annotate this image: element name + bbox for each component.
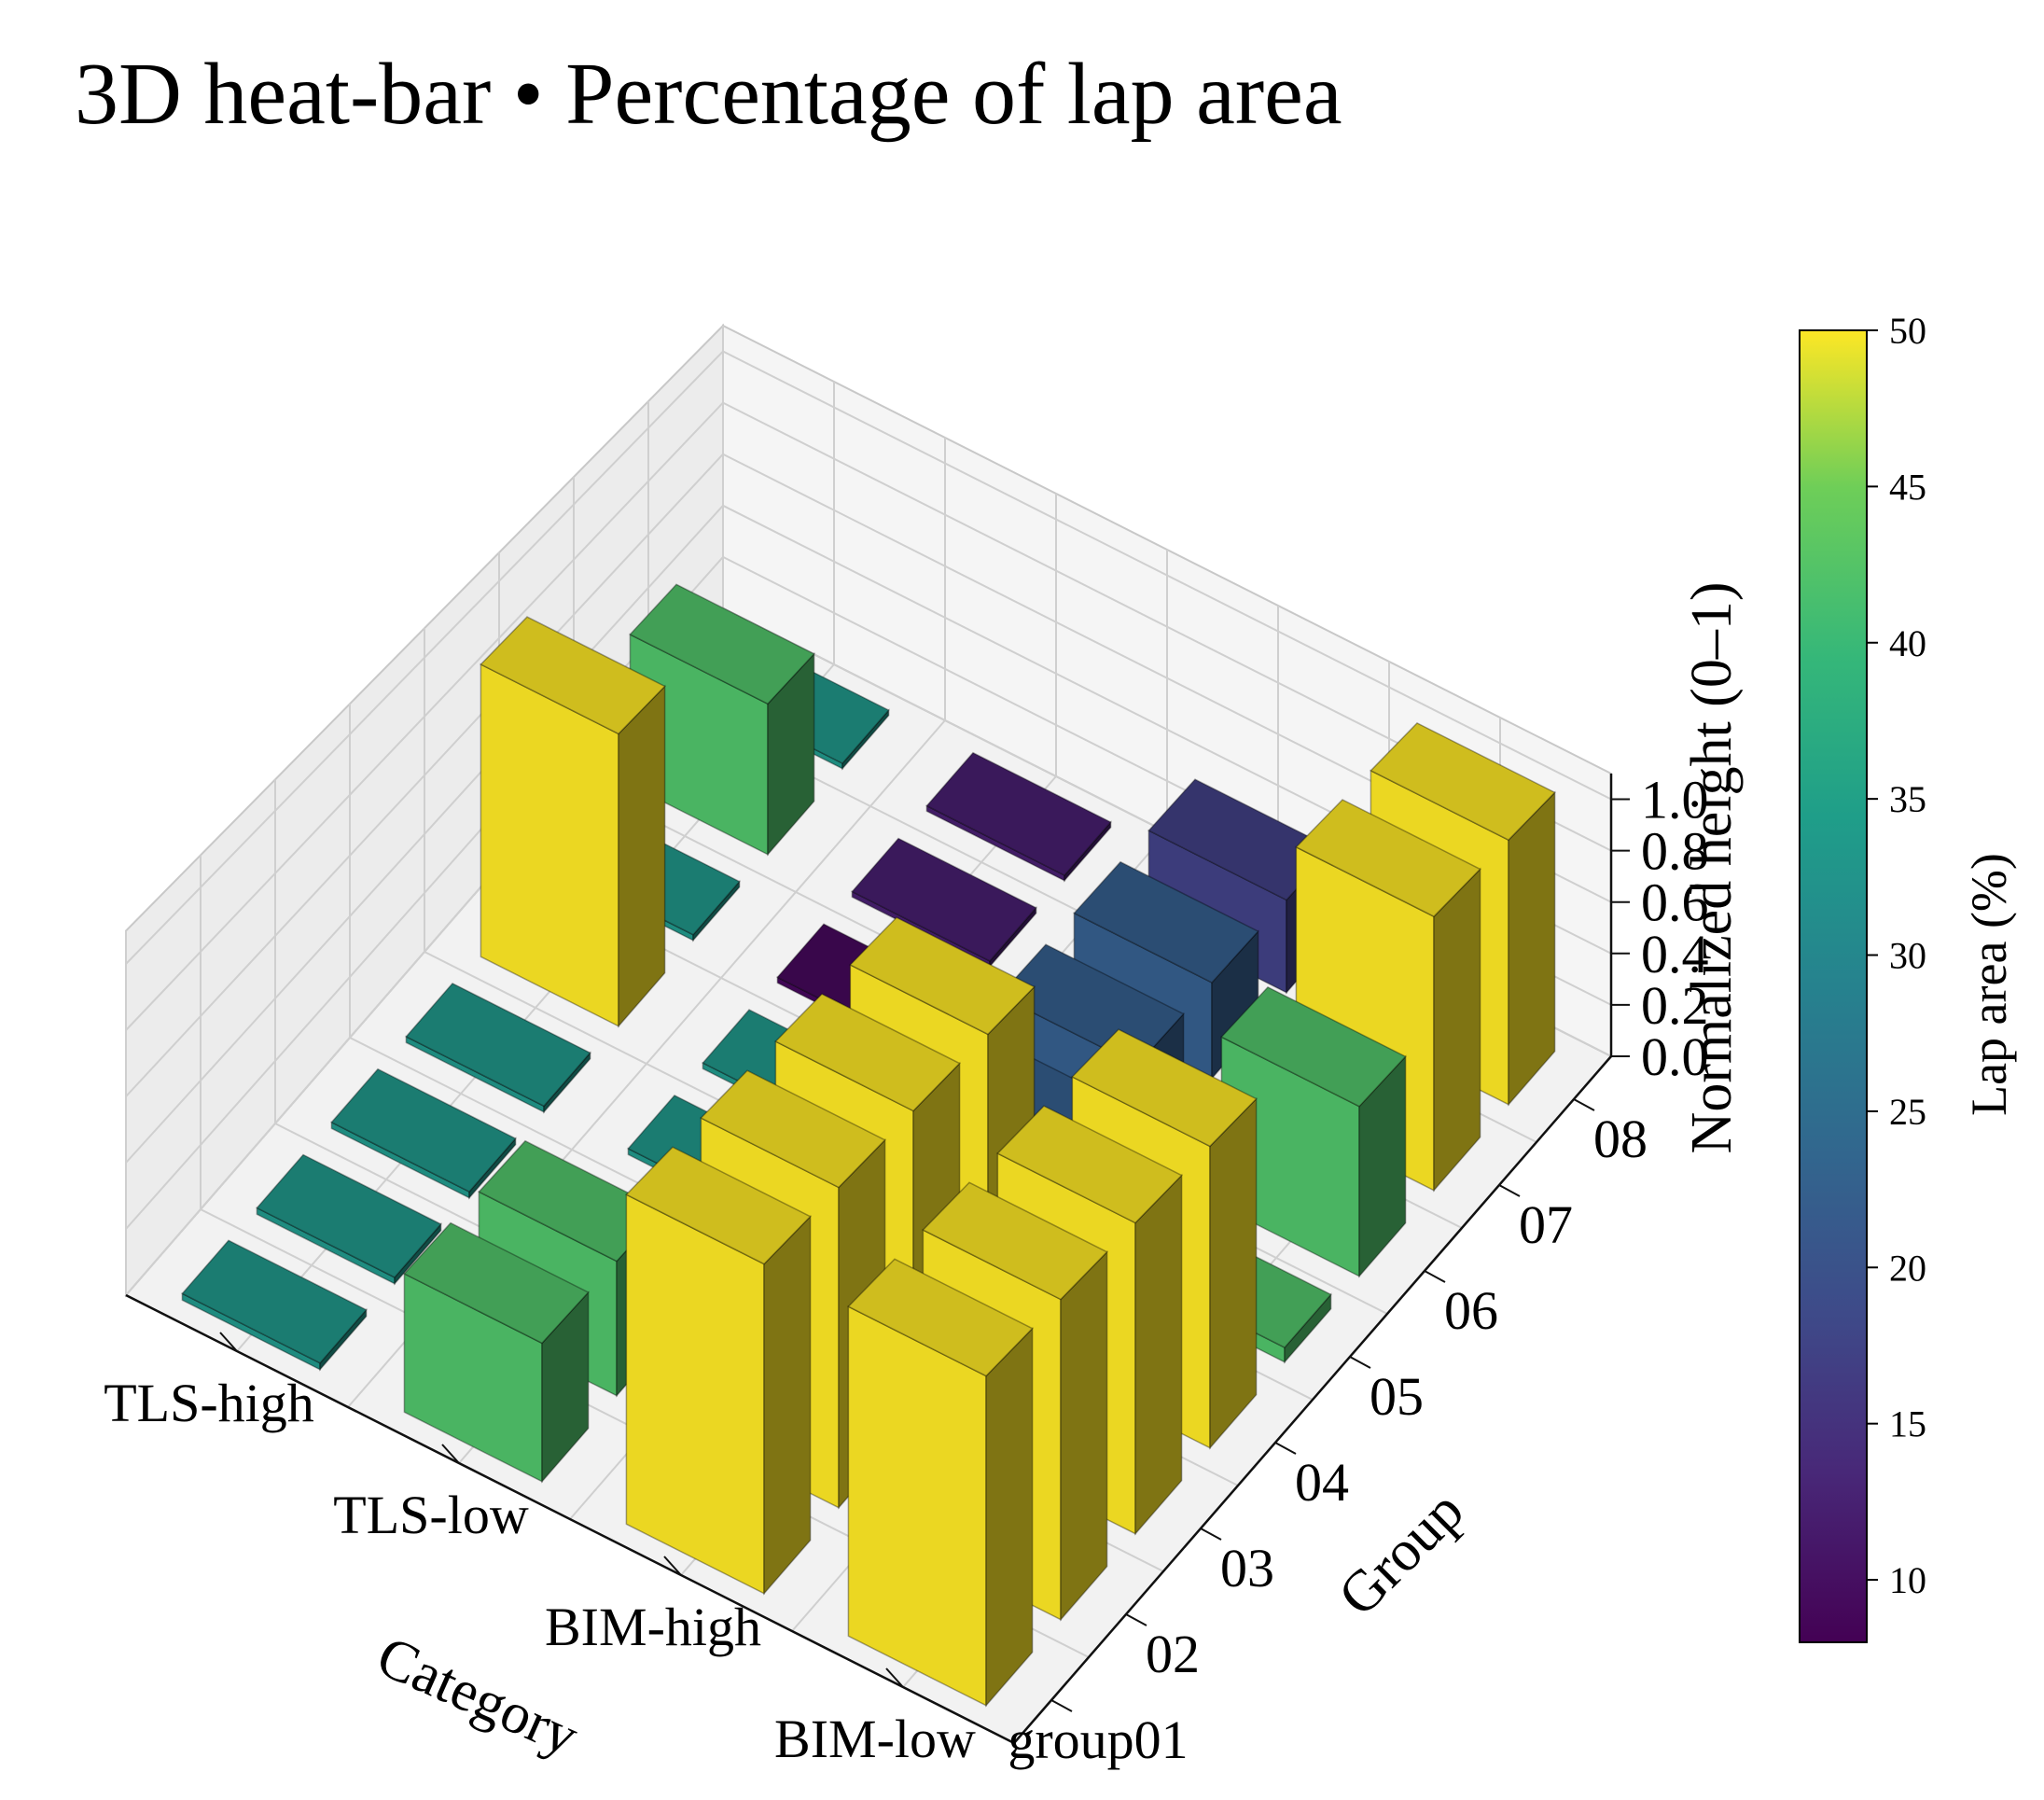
bar-top-face [700,1069,886,1189]
bar-side-face [985,1326,1034,1708]
bar-top-face [1295,799,1481,918]
bar-top-face [1370,721,1556,842]
y-tick-mark [1498,1184,1521,1197]
bar-top-face [849,916,1036,1036]
bar-TLS-high-04 [405,982,591,1114]
gridline [125,350,724,965]
gridline [125,401,724,1031]
bar-side-face [1433,867,1481,1193]
bar-BIM-low-group01 [847,1258,1034,1708]
chart-title: 3D heat-bar • Percentage of lap area [75,46,1342,143]
bar-side-face [618,684,666,1028]
z-tick-label: 0.4 [1641,924,1709,984]
bar-top-face [996,1105,1183,1224]
x-tick-label: TLS-high [104,1373,314,1433]
bar-top-face [925,751,1112,876]
colorbar: 10 15 20 25 30 35 40 45 50 Lap area (%) [1799,310,2017,1643]
y-tick-mark [1424,1270,1446,1283]
y-tick-mark [1573,1098,1595,1111]
bar-side-face [763,1214,812,1596]
bar-TLS-low-group01 [403,1221,590,1484]
colorbar-tick-label: 15 [1889,1403,1926,1445]
gridline [125,453,724,1097]
bars-3d [181,583,1556,1708]
bar-TLS-high-group01 [181,1239,368,1372]
bar-top-face [1073,860,1259,984]
y-tick-label: 05 [1370,1366,1424,1427]
bar-TLS-high-03 [330,1067,517,1200]
z-tick-label: 1.0 [1641,770,1709,830]
colorbar-tick-label: 35 [1889,778,1926,820]
bar-top-face [922,1181,1108,1301]
bar-side-face [1508,790,1556,1107]
z-tick-label: 0.0 [1641,1026,1709,1087]
y-tick-label: 02 [1146,1624,1200,1684]
colorbar-ticks: 10 15 20 25 30 35 40 45 50 [1867,310,1926,1601]
bar-top-face [625,1146,812,1265]
bar-top-face [330,1067,517,1193]
bar-front-face [625,1193,765,1595]
bar-top-face [847,1258,1034,1377]
y-tick-label: 06 [1444,1280,1498,1341]
x-tick-mark [663,1556,682,1576]
colorbar-tick-label: 25 [1889,1091,1926,1133]
y-tick-mark [1349,1356,1371,1369]
bar-TLS-high-05 [480,616,666,1028]
y-axis-line [1013,1055,1612,1744]
z-tick-label: 0.2 [1641,975,1709,1036]
y-tick-label: 04 [1295,1452,1349,1513]
z-tick-label: 0.8 [1641,821,1709,882]
y-tick-mark [1125,1613,1147,1626]
y-tick-label: 07 [1519,1194,1573,1255]
x-tick-label: TLS-low [333,1485,529,1545]
bar-side-face [1209,1096,1258,1450]
bar-top-face [1220,985,1407,1108]
bar-top-face [629,583,815,705]
bar-side-face [1060,1249,1108,1622]
colorbar-tick-label: 50 [1889,310,1926,352]
bar-top-face [405,982,591,1108]
bar-top-face [1071,1028,1258,1148]
gridline [722,350,1612,801]
gridline [125,505,724,1164]
x-tick-label: BIM-low [774,1709,976,1769]
bar-front-face [847,1305,987,1707]
x-axis-line [125,1293,1015,1745]
bar-TLS-low-08 [925,751,1112,883]
y-tick-label: group01 [1008,1709,1188,1770]
y-tick-label: 08 [1593,1109,1648,1169]
y-tick-mark [1200,1528,1222,1541]
z-axis-label: Normalized height (0–1) [1680,582,1744,1154]
colorbar-gradient [1799,329,1868,1643]
bar-top-face [774,993,961,1112]
bar-top-face [480,616,666,735]
x-tick-label: BIM-high [545,1597,761,1657]
colorbar-tick-label: 45 [1889,466,1926,508]
colorbar-tick-label: 30 [1889,935,1926,977]
bar-side-face [1134,1173,1183,1536]
colorbar-tick-label: 20 [1889,1247,1926,1289]
bar-top-face [998,943,1185,1067]
bar-top-face [403,1221,590,1345]
y-tick-mark [1050,1699,1073,1712]
colorbar-tick-label: 10 [1889,1559,1926,1601]
x-tick-mark [885,1667,904,1688]
x-tick-mark [441,1444,460,1464]
bar-top-face [851,837,1037,962]
z-tick-label: 0.6 [1641,872,1709,933]
bar-TLS-high-02 [256,1153,442,1286]
bar-BIM-high-group01 [625,1146,812,1596]
x-tick-mark [219,1332,238,1352]
y-tick-label: 03 [1220,1538,1274,1598]
colorbar-tick-label: 40 [1889,622,1926,664]
y-tick-mark [1274,1442,1297,1455]
colorbar-label: Lap area (%) [1961,853,2017,1116]
bar-top-face [181,1239,368,1364]
bar-top-face [256,1153,442,1278]
